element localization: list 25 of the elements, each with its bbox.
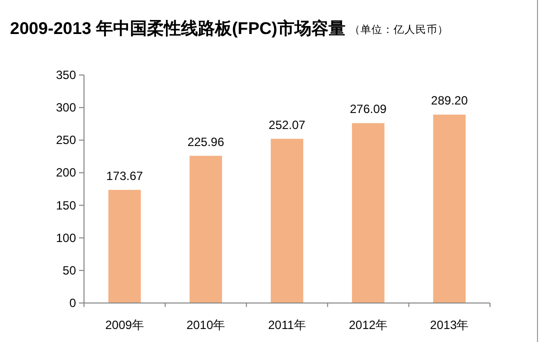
bar: [270, 138, 304, 303]
data-label: 225.96: [187, 134, 224, 149]
x-tick-label: 2013年: [430, 318, 469, 332]
chart-subtitle: （单位：亿人民币）: [349, 23, 448, 36]
data-label: 173.67: [106, 168, 144, 183]
x-tick-label: 2009年: [105, 318, 144, 332]
y-tick-label: 0: [69, 296, 76, 310]
data-label: 276.09: [350, 102, 387, 116]
x-tick-label: 2011年: [268, 318, 306, 332]
data-label: 289.20: [431, 94, 468, 108]
x-tick-label: 2010年: [186, 318, 226, 332]
y-tick-label: 100: [56, 230, 76, 245]
x-tick-label: 2012年: [348, 318, 388, 332]
y-tick-label: 150: [56, 198, 76, 212]
bar: [190, 156, 222, 303]
y-tick-label: 350: [56, 68, 76, 82]
y-tick-label: 250: [56, 133, 76, 148]
chart-title: 2009-2013 年中国柔性线路板(FPC)市场容量: [10, 19, 346, 38]
y-tick-label: 50: [62, 263, 76, 278]
bar: [352, 123, 384, 303]
bar: [108, 190, 141, 303]
y-tick-label: 300: [56, 100, 76, 115]
data-label: 252.07: [268, 118, 306, 132]
bar: [433, 114, 466, 303]
y-tick-label: 200: [56, 166, 76, 180]
